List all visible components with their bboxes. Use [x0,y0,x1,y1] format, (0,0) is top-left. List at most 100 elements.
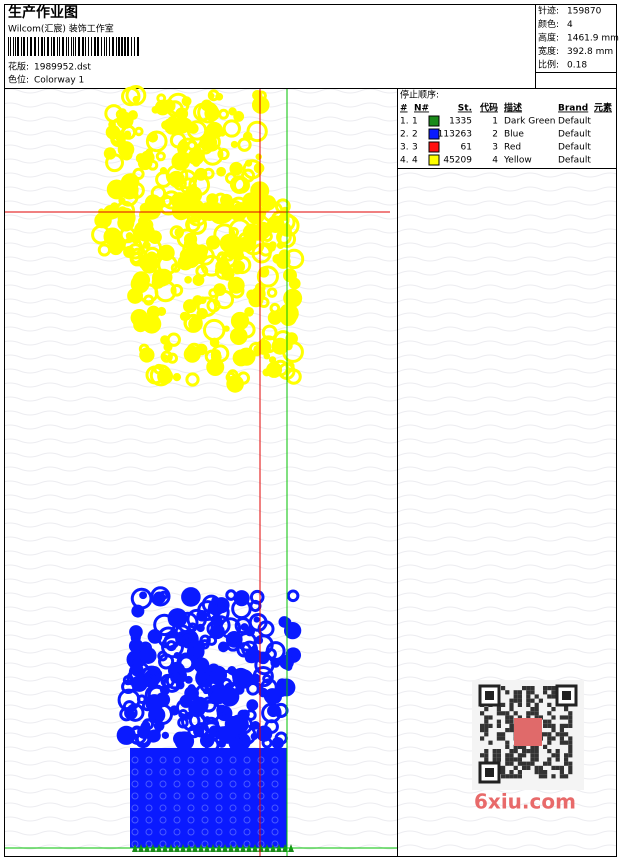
qr-cell [484,715,489,720]
qr-cell [509,707,514,712]
colorway: Colorway 1 [34,76,84,86]
barcode [8,37,139,56]
motif [130,748,287,848]
motif [184,198,200,215]
motif [261,324,278,341]
info-value: 159870 [567,7,602,17]
qr-cell [555,749,560,754]
motif [231,598,252,620]
design: 1989952.dst [34,63,91,73]
qr-cell [505,690,510,695]
row-index: 1. [400,117,409,127]
column-header: 元素 [594,102,612,114]
qr-cell [509,753,514,758]
motif [188,174,211,197]
motif [105,124,121,140]
motif [179,177,197,195]
qr-cell [568,770,573,775]
qr-cell [517,774,522,779]
qr-cell [530,744,535,749]
bar [121,37,123,56]
qr-eye [485,691,494,700]
motif [246,205,266,225]
bar [137,37,139,56]
motif [196,623,205,633]
motif [257,816,265,824]
qr-cell [530,757,535,762]
motif [232,349,250,367]
motif [187,828,195,836]
motif [219,617,242,639]
qr-cell [505,774,510,779]
qr-cell [555,753,560,758]
qr-cell [534,770,539,775]
motif [173,756,181,764]
motif [280,225,292,237]
motif [202,167,215,180]
qr-cell [505,761,510,766]
qr-cell [547,711,552,716]
qr-cell [517,690,522,695]
motif [145,804,153,812]
qr-cell [568,765,573,770]
row-index: 3. [400,143,409,153]
qr-cell [505,744,510,749]
qr-cell [551,723,556,728]
bar [15,37,16,56]
motif [131,816,139,824]
qr-cell [538,698,543,703]
qr-cell [513,765,518,770]
qr-cell [480,753,485,758]
motif [229,816,237,824]
motif [230,175,249,194]
qr-cell [530,711,535,716]
motif [243,804,251,812]
motif [186,120,208,141]
studio: Wilcom(汇宸) 装饰工作室 [8,23,114,35]
qr-cell [530,761,535,766]
motif [121,86,141,107]
info-value: 1461.9 mm [567,34,619,44]
qr-cell [564,723,569,728]
motif [215,792,223,800]
qr-cell [501,774,506,779]
qr-cell [555,765,560,770]
motif [218,641,229,653]
qr-eye [562,691,571,700]
qr-cell [534,749,539,754]
qr-cell [484,757,489,762]
motif [176,611,199,634]
motif [166,352,179,364]
embroidery [91,84,305,852]
motif [271,828,279,836]
row-brand: Default [558,143,591,153]
motif [138,343,150,355]
bar [13,37,14,56]
qr-cell [488,723,493,728]
motif [201,594,222,614]
qr-cell [568,744,573,749]
motif [256,265,279,288]
bar [118,37,120,56]
motif [173,804,181,812]
motif [131,675,148,692]
qr-cell [543,774,548,779]
motif [170,672,181,684]
qr-cell [505,753,510,758]
motif [227,276,245,294]
motif [214,289,235,310]
motif [257,792,265,800]
motif [145,780,153,788]
bar [127,37,129,56]
motif [176,652,197,673]
motif [118,186,139,207]
qr-cell [564,732,569,737]
motif [196,668,205,677]
qr-cell [530,686,535,691]
motif [264,648,277,661]
motif [187,725,201,739]
qr-cell [509,698,514,703]
row-brand: Default [558,156,591,166]
bar [104,37,105,56]
row-description: Dark Green [504,117,555,127]
